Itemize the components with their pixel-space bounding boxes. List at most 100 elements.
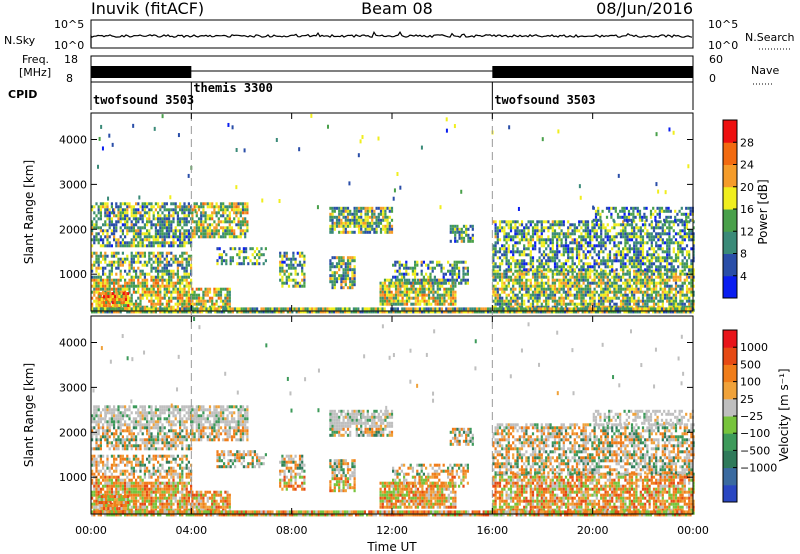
- echo-cell: [529, 256, 532, 260]
- echo-cell: [106, 223, 109, 227]
- echo-cell: [317, 307, 320, 311]
- echo-cell: [130, 284, 133, 288]
- echo-cell: [170, 272, 173, 276]
- echo-cell: [104, 281, 107, 285]
- echo-cell: [293, 307, 296, 311]
- echo-cell: [176, 296, 179, 300]
- echo-cell: [692, 226, 695, 230]
- echo-cell: [600, 305, 603, 309]
- echo-cell: [443, 293, 446, 297]
- echo-cell: [381, 302, 384, 306]
- echo-cell: [514, 223, 517, 227]
- echo-cell: [159, 257, 162, 261]
- echo-cell: [245, 247, 248, 251]
- echo-cell: [494, 290, 497, 294]
- echo-cell: [632, 215, 635, 219]
- echo-cell: [534, 299, 537, 303]
- echo-cell: [170, 310, 173, 314]
- echo-cell: [219, 208, 223, 212]
- echo-cell: [460, 260, 463, 264]
- echo-cell: [119, 214, 122, 218]
- echo-cell: [549, 241, 552, 245]
- echo-cell: [635, 290, 638, 294]
- echo-cell: [436, 302, 439, 306]
- echo-cell: [444, 281, 447, 285]
- echo-cell: [628, 247, 631, 251]
- echo-cell: [183, 266, 186, 270]
- echo-cell: [668, 226, 671, 230]
- echo-cell: [195, 223, 198, 227]
- echo-cell: [617, 244, 620, 248]
- echo-cell: [582, 253, 585, 257]
- echo-cell: [469, 236, 472, 240]
- echo-cell: [589, 244, 592, 248]
- echo-cell: [172, 272, 175, 276]
- echo-cell: [357, 307, 360, 311]
- echo-cell: [514, 278, 517, 282]
- echo-cell: [604, 244, 607, 248]
- echo-cell: [536, 305, 539, 309]
- echo-cell: [630, 223, 634, 227]
- echo-cell: [558, 278, 561, 282]
- echo-cell: [553, 293, 557, 297]
- echo-cell: [442, 281, 445, 285]
- echo-cell: [223, 310, 226, 314]
- echo-cell: [553, 299, 557, 303]
- echo-cell: [509, 229, 513, 233]
- echo-cell: [646, 250, 649, 254]
- echo-cell: [135, 208, 138, 212]
- echo-cell: [351, 277, 354, 281]
- echo-cell: [549, 259, 552, 263]
- echo-cell: [507, 293, 510, 297]
- echo-cell: [128, 269, 131, 273]
- echo-cell: [551, 247, 554, 251]
- echo-cell: [157, 281, 160, 285]
- echo-cell: [329, 262, 332, 266]
- echo-cell: [501, 259, 504, 263]
- echo-cell: [97, 211, 100, 215]
- echo-cell: [674, 287, 678, 291]
- echo-cell: [619, 259, 623, 263]
- echo-cell: [639, 290, 642, 294]
- echo-cell: [509, 256, 513, 260]
- echo-cell: [285, 251, 288, 255]
- echo-cell: [353, 268, 356, 272]
- echo-cell: [622, 265, 625, 269]
- echo-cell: [329, 212, 332, 216]
- echo-cell: [135, 217, 138, 221]
- echo-cell: [384, 215, 387, 219]
- echo-cell: [681, 265, 684, 269]
- echo-cell: [650, 235, 653, 239]
- echo-cell: [176, 275, 179, 279]
- echo-cell: [351, 274, 354, 278]
- echo-cell: [294, 260, 297, 264]
- echo-cell: [626, 284, 629, 288]
- echo-cell: [141, 244, 144, 248]
- echo-cell: [249, 259, 252, 263]
- echo-cell: [117, 214, 120, 218]
- echo-cell: [689, 206, 692, 210]
- echo-cell: [580, 259, 583, 263]
- echo-cell: [547, 259, 550, 263]
- echo-cell: [518, 223, 521, 227]
- echo-cell: [582, 290, 585, 294]
- echo-cell: [215, 202, 218, 206]
- echo-cell: [130, 226, 133, 230]
- echo-cell: [117, 287, 120, 291]
- echo-cell: [93, 307, 96, 311]
- echo-cell: [567, 244, 570, 248]
- echo-cell: [681, 302, 684, 306]
- echo-cell: [197, 205, 201, 209]
- echo-cell: [126, 214, 129, 218]
- echo-cell: [106, 205, 109, 209]
- echo-cell: [346, 271, 350, 275]
- echo-cell: [228, 235, 231, 239]
- echo-cell: [520, 278, 524, 282]
- echo-cell: [503, 226, 506, 230]
- echo-cell: [159, 205, 162, 209]
- echo-cell: [624, 293, 627, 297]
- echo-cell: [304, 307, 307, 311]
- echo-cell: [258, 256, 261, 260]
- echo-cell: [613, 235, 616, 239]
- echo-cell: [370, 307, 373, 311]
